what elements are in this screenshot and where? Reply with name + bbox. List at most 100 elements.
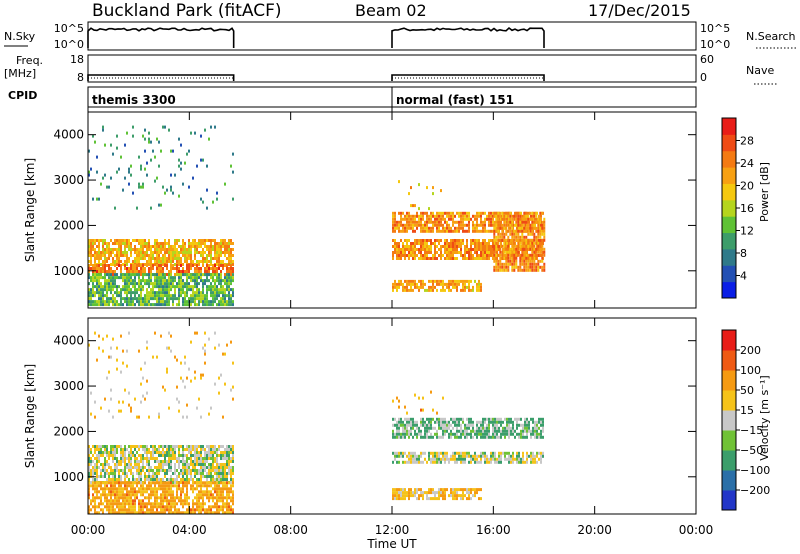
heatmap-cell bbox=[156, 279, 158, 283]
heatmap-cell bbox=[444, 245, 446, 248]
heatmap-cell bbox=[495, 211, 498, 215]
heatmap-cell bbox=[108, 248, 110, 251]
heatmap-cell bbox=[158, 270, 160, 273]
heatmap-cell bbox=[444, 288, 446, 292]
heatmap-cell bbox=[146, 282, 148, 286]
heatmap-cell bbox=[394, 279, 396, 283]
heatmap-cell bbox=[230, 487, 232, 491]
heatmap-cell bbox=[190, 242, 192, 245]
heatmap-cell bbox=[130, 291, 132, 295]
heatmap-cell bbox=[150, 140, 152, 144]
heatmap-cell bbox=[444, 454, 446, 458]
heatmap-cell bbox=[96, 291, 98, 295]
heatmap-cell bbox=[118, 496, 120, 500]
heatmap-cell bbox=[232, 279, 234, 283]
heatmap-cell bbox=[486, 423, 488, 427]
heatmap-cell bbox=[146, 460, 148, 463]
heatmap-cell bbox=[224, 478, 226, 481]
heatmap-cell bbox=[206, 288, 208, 292]
heatmap-cell bbox=[120, 270, 122, 273]
heatmap-cell bbox=[224, 297, 226, 301]
heatmap-cell bbox=[168, 331, 170, 335]
heatmap-cell bbox=[112, 484, 114, 488]
heatmap-cell bbox=[122, 349, 124, 353]
heatmap-cell bbox=[446, 451, 448, 455]
heatmap-cell bbox=[154, 478, 156, 481]
heatmap-cell bbox=[484, 220, 486, 224]
heatmap-cell bbox=[392, 429, 394, 433]
heatmap-cell bbox=[206, 496, 208, 500]
heatmap-cell bbox=[478, 214, 480, 218]
heatmap-cell bbox=[138, 300, 140, 304]
heatmap-cell bbox=[120, 496, 122, 500]
heatmap-cell bbox=[430, 220, 432, 224]
heatmap-cell bbox=[516, 417, 518, 421]
heatmap-cell bbox=[138, 505, 140, 509]
heatmap-cell bbox=[174, 267, 176, 270]
heatmap-cell bbox=[228, 505, 230, 509]
heatmap-cell bbox=[100, 294, 102, 298]
heatmap-cell bbox=[204, 300, 206, 304]
heatmap-cell bbox=[150, 206, 152, 210]
heatmap-cell bbox=[448, 229, 450, 233]
heatmap-cell bbox=[216, 273, 218, 277]
heatmap-cell bbox=[130, 248, 132, 251]
heatmap-cell bbox=[541, 244, 544, 248]
heatmap-cell bbox=[472, 257, 474, 260]
heatmap-cell bbox=[156, 472, 158, 475]
heatmap-cell bbox=[490, 457, 492, 461]
heatmap-cell bbox=[194, 291, 196, 295]
heatmap-cell bbox=[539, 265, 542, 269]
heatmap-cell bbox=[394, 417, 396, 421]
heatmap-cell bbox=[222, 505, 224, 509]
heatmap-cell bbox=[116, 466, 118, 469]
heatmap-cell bbox=[172, 149, 174, 153]
heatmap-cell bbox=[232, 197, 234, 201]
heatmap-cell bbox=[174, 481, 176, 484]
heatmap-cell bbox=[506, 220, 508, 224]
heatmap-cell bbox=[424, 457, 426, 461]
heatmap-cell bbox=[536, 451, 538, 455]
heatmap-cell bbox=[120, 254, 122, 257]
heatmap-cell bbox=[168, 457, 170, 460]
heatmap-cell bbox=[230, 469, 232, 472]
heatmap-cell bbox=[438, 420, 440, 424]
heatmap-cell bbox=[504, 426, 506, 430]
heatmap-cell bbox=[497, 262, 500, 266]
heatmap-cell bbox=[534, 454, 536, 458]
heatmap-cell bbox=[482, 454, 484, 458]
heatmap-cell bbox=[202, 294, 204, 298]
heatmap-cell bbox=[492, 217, 494, 221]
heatmap-cell bbox=[226, 282, 228, 286]
heatmap-cell bbox=[492, 229, 494, 233]
heatmap-cell bbox=[418, 457, 420, 461]
heatmap-cell bbox=[96, 245, 98, 248]
heatmap-cell bbox=[492, 245, 494, 248]
heatmap-cell bbox=[402, 245, 404, 248]
heatmap-cell bbox=[100, 448, 102, 451]
heatmap-cell bbox=[132, 270, 134, 273]
heatmap-cell bbox=[468, 223, 470, 227]
heatmap-cell bbox=[202, 490, 204, 494]
heatmap-cell bbox=[96, 254, 98, 257]
heatmap-cell bbox=[160, 300, 162, 304]
heatmap-cell bbox=[525, 244, 528, 248]
heatmap-cell bbox=[94, 508, 96, 512]
heatmap-cell bbox=[182, 279, 184, 283]
heatmap-cell bbox=[404, 451, 406, 455]
heatmap-cell bbox=[198, 297, 200, 301]
heatmap-cell bbox=[136, 493, 138, 497]
heatmap-cell bbox=[230, 466, 232, 469]
heatmap-cell bbox=[506, 242, 508, 245]
heatmap-cell bbox=[220, 493, 222, 497]
heatmap-cell bbox=[100, 496, 102, 500]
heatmap-cell bbox=[126, 242, 128, 245]
heatmap-cell bbox=[138, 454, 140, 457]
heatmap-cell bbox=[152, 288, 154, 292]
heatmap-cell bbox=[114, 282, 116, 286]
heatmap-cell bbox=[220, 475, 222, 478]
heatmap-cell bbox=[470, 460, 472, 464]
heatmap-cell bbox=[452, 245, 454, 248]
heatmap-cell bbox=[430, 435, 432, 439]
heatmap-cell bbox=[110, 388, 112, 392]
